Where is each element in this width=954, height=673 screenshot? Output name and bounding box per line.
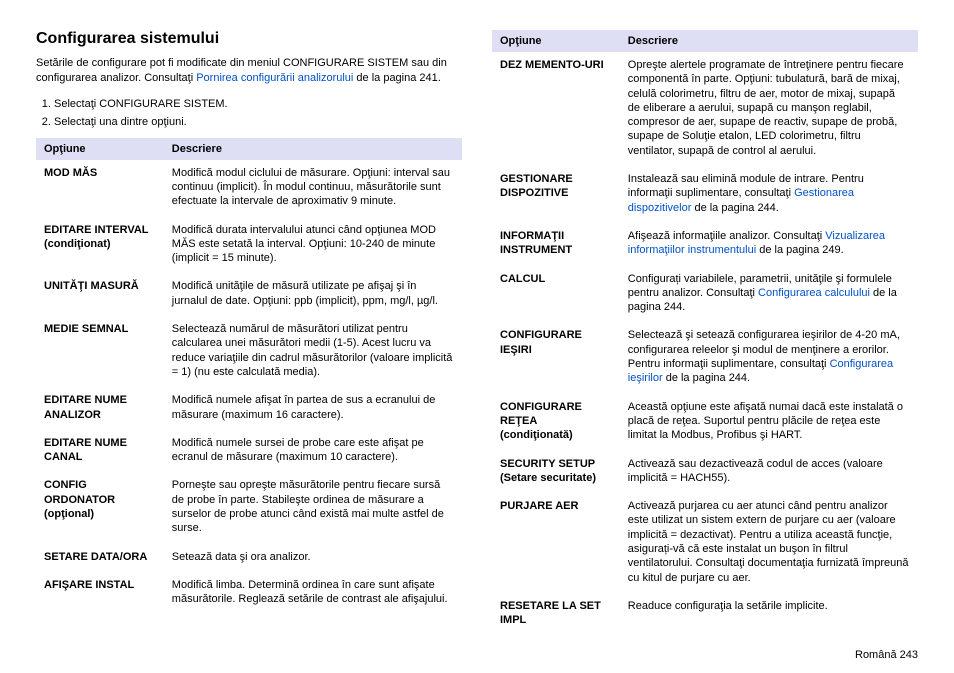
table-row: RESETARE LA SET IMPLReaduce configuraţia… [492,593,918,636]
page-footer: Română 243 [855,649,918,661]
option-name: EDITARE NUME CANAL [36,430,164,473]
desc-suffix: de la pagina 244. [663,372,750,384]
table-row: EDITARE INTERVAL (condiţionat)Modifică d… [36,217,462,274]
table-row: CALCULConfigurați variabilele, parametri… [492,266,918,323]
desc-suffix: de la pagina 249. [756,244,843,256]
left-column: Configurarea sistemului Setările de conf… [36,30,462,630]
option-description: Modifică numele sursei de probe care est… [164,430,462,473]
desc-link[interactable]: Configurarea calculului [758,287,870,299]
table-row: MEDIE SEMNALSelectează numărul de măsură… [36,316,462,387]
table-row: EDITARE NUME ANALIZORModifică numele afi… [36,387,462,430]
footer-page-number: 243 [900,649,918,661]
footer-language: Română [855,649,897,661]
option-description: Activează sau dezactivează codul de acce… [620,451,918,494]
option-description: Readuce configuraţia la setările implici… [620,593,918,636]
col-header-description: Descriere [164,138,462,160]
option-description: Setează data şi ora analizor. [164,544,462,572]
option-name: CONFIGURARE IEŞIRI [492,322,620,393]
table-row: SETARE DATA/ORASetează data şi ora anali… [36,544,462,572]
option-name: CALCUL [492,266,620,323]
option-name: AFIŞARE INSTAL [36,572,164,615]
option-name: SETARE DATA/ORA [36,544,164,572]
option-name: RESETARE LA SET IMPL [492,593,620,636]
option-description: Modifică unităţile de măsură utilizate p… [164,273,462,316]
option-description: Selectează şi setează configurarea ieşir… [620,322,918,393]
right-column: Opţiune Descriere DEZ MEMENTO-URIOpreşte… [492,30,918,630]
option-description: Configurați variabilele, parametrii, uni… [620,266,918,323]
option-name: MOD MĂS [36,160,164,217]
col-header-option: Opţiune [492,30,620,52]
option-name: INFORMAŢII INSTRUMENT [492,223,620,266]
step-1: Selectaţi CONFIGURARE SISTEM. [54,98,462,110]
table-row: PURJARE AERActivează purjarea cu aer atu… [492,493,918,593]
option-name: EDITARE NUME ANALIZOR [36,387,164,430]
option-description: Modifică limba. Determină ordinea în car… [164,572,462,615]
option-description: Porneşte sau opreşte măsurătorile pentru… [164,472,462,543]
option-name: DEZ MEMENTO-URI [492,52,620,166]
col-header-option: Opţiune [36,138,164,160]
desc-suffix: de la pagina 244. [691,202,778,214]
table-row: CONFIG ORDONATOR (opţional)Porneşte sau … [36,472,462,543]
option-description: Instalează sau elimină module de intrare… [620,166,918,223]
step-2: Selectaţi una dintre opţiuni. [54,116,462,128]
table-row: EDITARE NUME CANALModifică numele sursei… [36,430,462,473]
col-header-description: Descriere [620,30,918,52]
option-name: CONFIGURARE REŢEA (condiţionată) [492,394,620,451]
option-name: SECURITY SETUP (Setare securitate) [492,451,620,494]
option-description: Modifică modul ciclului de măsurare. Opţ… [164,160,462,217]
option-description: Activează purjarea cu aer atunci când pe… [620,493,918,593]
option-description: Opreşte alertele programate de întreţine… [620,52,918,166]
intro-link[interactable]: Pornirea configurării analizorului [196,72,353,84]
option-description: Modifică numele afişat în partea de sus … [164,387,462,430]
table-row: GESTIONARE DISPOZITIVEInstalează sau eli… [492,166,918,223]
table-row: AFIŞARE INSTALModifică limba. Determină … [36,572,462,615]
intro-paragraph: Setările de configurare pot fi modificat… [36,56,462,86]
table-row: MOD MĂSModifică modul ciclului de măsura… [36,160,462,217]
options-table-right: Opţiune Descriere DEZ MEMENTO-URIOpreşte… [492,30,918,636]
option-name: CONFIG ORDONATOR (opţional) [36,472,164,543]
option-name: MEDIE SEMNAL [36,316,164,387]
table-row: UNITĂŢI MASURĂModifică unităţile de măsu… [36,273,462,316]
table-row: SECURITY SETUP (Setare securitate)Active… [492,451,918,494]
intro-suffix: de la pagina 241. [353,72,440,84]
desc-prefix: Afişează informaţiile analizor. Consulta… [628,230,825,242]
table-row: CONFIGURARE IEŞIRISelectează şi setează … [492,322,918,393]
option-description: Această opţiune este afişată numai dacă … [620,394,918,451]
table-row: DEZ MEMENTO-URIOpreşte alertele programa… [492,52,918,166]
option-name: GESTIONARE DISPOZITIVE [492,166,620,223]
options-table-left: Opţiune Descriere MOD MĂSModifică modul … [36,138,462,615]
option-description: Modifică durata intervalului atunci când… [164,217,462,274]
option-name: UNITĂŢI MASURĂ [36,273,164,316]
page-title: Configurarea sistemului [36,30,462,48]
option-name: EDITARE INTERVAL (condiţionat) [36,217,164,274]
option-description: Afişează informaţiile analizor. Consulta… [620,223,918,266]
table-row: INFORMAŢII INSTRUMENT Afişează informaţii… [492,223,918,266]
table-row: CONFIGURARE REŢEA (condiţionată)Această … [492,394,918,451]
steps-list: Selectaţi CONFIGURARE SISTEM. Selectaţi … [36,98,462,128]
option-description: Selectează numărul de măsurători utiliza… [164,316,462,387]
option-name: PURJARE AER [492,493,620,593]
